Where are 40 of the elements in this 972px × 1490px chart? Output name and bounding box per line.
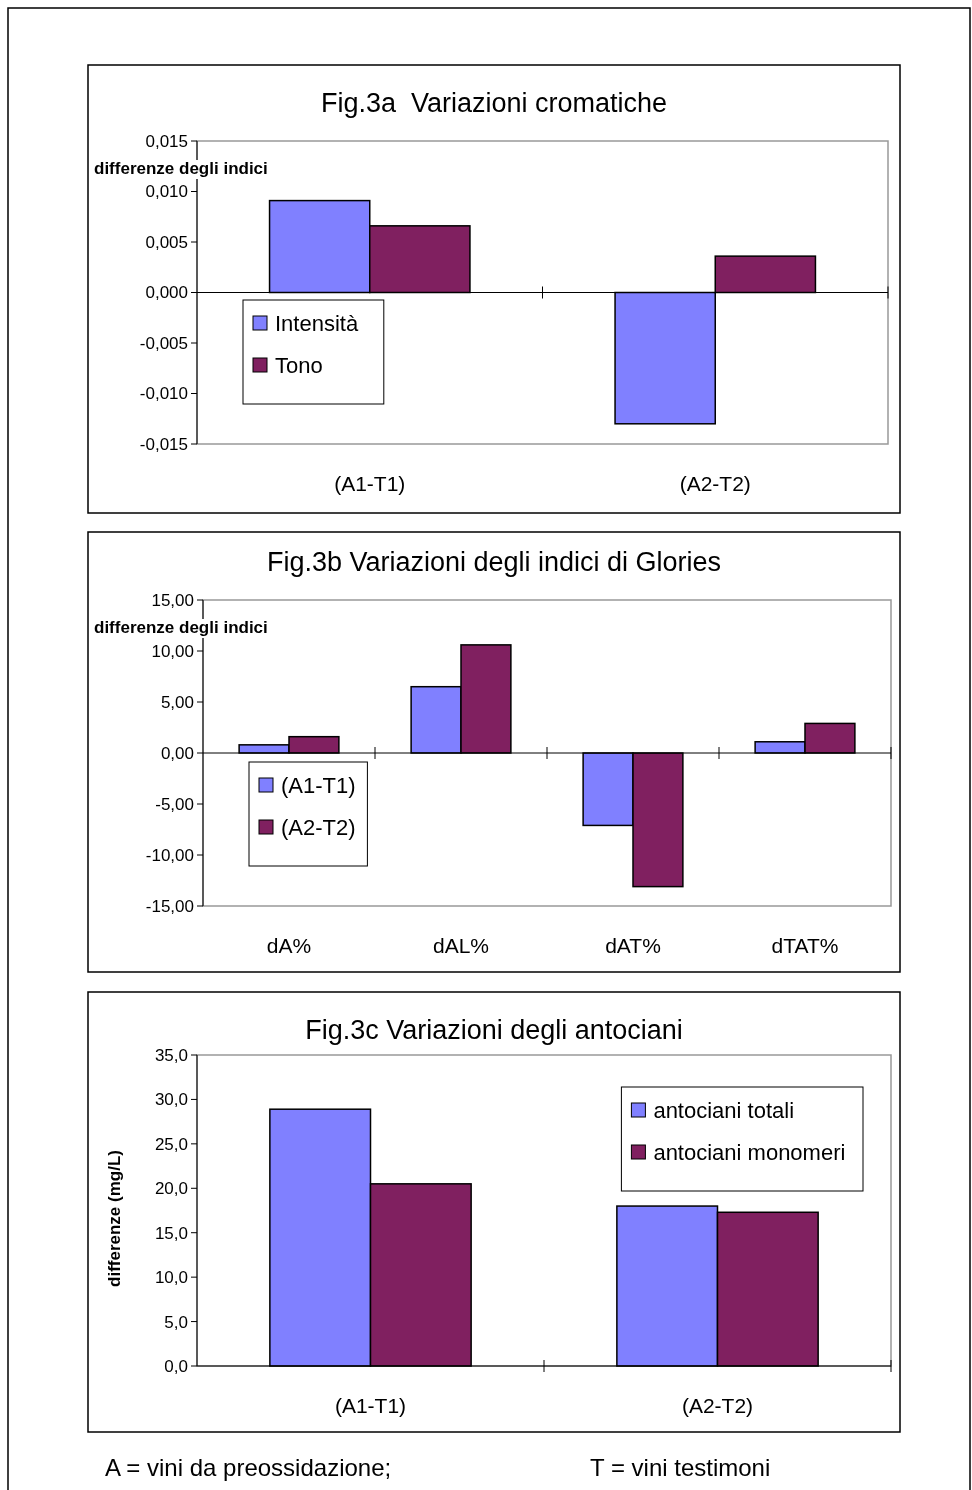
y-tick-label: 35,0 [154, 1045, 188, 1065]
y-axis-title: differenze degli indici [94, 618, 268, 637]
y-tick-label: 20,0 [154, 1179, 188, 1199]
x-tick-label: dA% [266, 934, 312, 957]
legend-label: (A2-T2) [281, 814, 356, 840]
y-axis-title: differenze degli indici [94, 159, 268, 178]
y-tick-label: 15,00 [151, 590, 194, 610]
y-tick-label: 10,0 [154, 1268, 188, 1288]
chart-title: Fig.3a Variazioni cromatiche [320, 88, 668, 118]
y-tick-label: 0,000 [145, 283, 188, 303]
x-tick-label: dTAT% [771, 934, 839, 957]
y-tick-label: 5,00 [160, 692, 194, 712]
y-tick-label: -0,010 [139, 384, 188, 404]
text: T = vini testimoni [590, 1454, 771, 1481]
y-tick-label: 0,00 [160, 743, 194, 763]
y-tick-label: -10,00 [145, 845, 194, 865]
legend-label: antociani monomeri [653, 1139, 846, 1165]
text: A = vini da preossidazione; [105, 1454, 392, 1481]
chart-title: Fig.3b Variazioni degli indici di Glories [266, 547, 722, 577]
chart-title: Fig.3c Variazioni degli antociani [305, 1015, 683, 1045]
legend-label: Intensità [275, 310, 359, 336]
y-tick-label: 10,00 [151, 641, 194, 661]
y-tick-label: -0,005 [139, 333, 188, 353]
y-tick-label: 5,0 [164, 1312, 188, 1332]
legend-label: (A1-T1) [281, 772, 356, 798]
y-tick-label: 0,0 [164, 1356, 188, 1376]
legend-label: Tono [275, 352, 323, 378]
y-tick-label: 0,010 [145, 182, 188, 202]
y-tick-label: 15,0 [154, 1223, 188, 1243]
y-tick-label: -15,00 [145, 896, 194, 916]
y-tick-label: 25,0 [154, 1134, 188, 1154]
y-tick-label: 0,015 [145, 131, 188, 151]
y-tick-label: 0,005 [145, 232, 188, 252]
y-axis-title: differenze (mg/L) [105, 1150, 124, 1287]
x-tick-label: dAL% [432, 934, 490, 957]
legend-label: antociani totali [653, 1097, 795, 1123]
y-tick-label: 30,0 [154, 1090, 188, 1110]
x-tick-label: dAT% [605, 934, 661, 957]
y-tick-label: -5,00 [155, 794, 194, 814]
y-tick-label: -0,015 [139, 434, 188, 454]
